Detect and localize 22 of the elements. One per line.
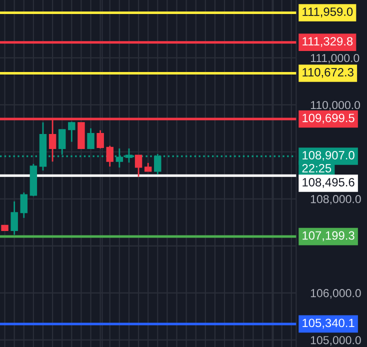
y-tick-label: 111,000.0 [310, 54, 360, 64]
y-tick-label: 105,000.0 [310, 336, 361, 346]
candlestick [68, 121, 76, 143]
y-tick-label: 106,000.0 [310, 289, 361, 299]
ref-line-label: 107,199.3 [302, 231, 354, 242]
ref-line-label: 111,329.8 [302, 37, 353, 47]
candlestick [134, 154, 142, 178]
y-tick-label: 108,000.0 [310, 195, 361, 205]
ref-line-label: 105,340.1 [302, 318, 354, 329]
candlestick [154, 153, 162, 176]
ref-line-label: 108,907.0 [302, 150, 354, 161]
candlestick [10, 200, 18, 236]
candlestick [106, 145, 114, 168]
y-tick-label: 110,000.0 [310, 100, 360, 111]
text: 22:25 [302, 164, 332, 172]
ref-line-label: 111,959.0 [302, 7, 353, 18]
candlestick [96, 130, 104, 150]
candlestick [87, 128, 94, 150]
ref-line-label: 109,699.5 [302, 114, 354, 124]
ref-line-label: 110,672.3 [302, 68, 354, 78]
candlestick [20, 192, 28, 219]
ref-line-label: 108,495.6 [302, 178, 354, 188]
